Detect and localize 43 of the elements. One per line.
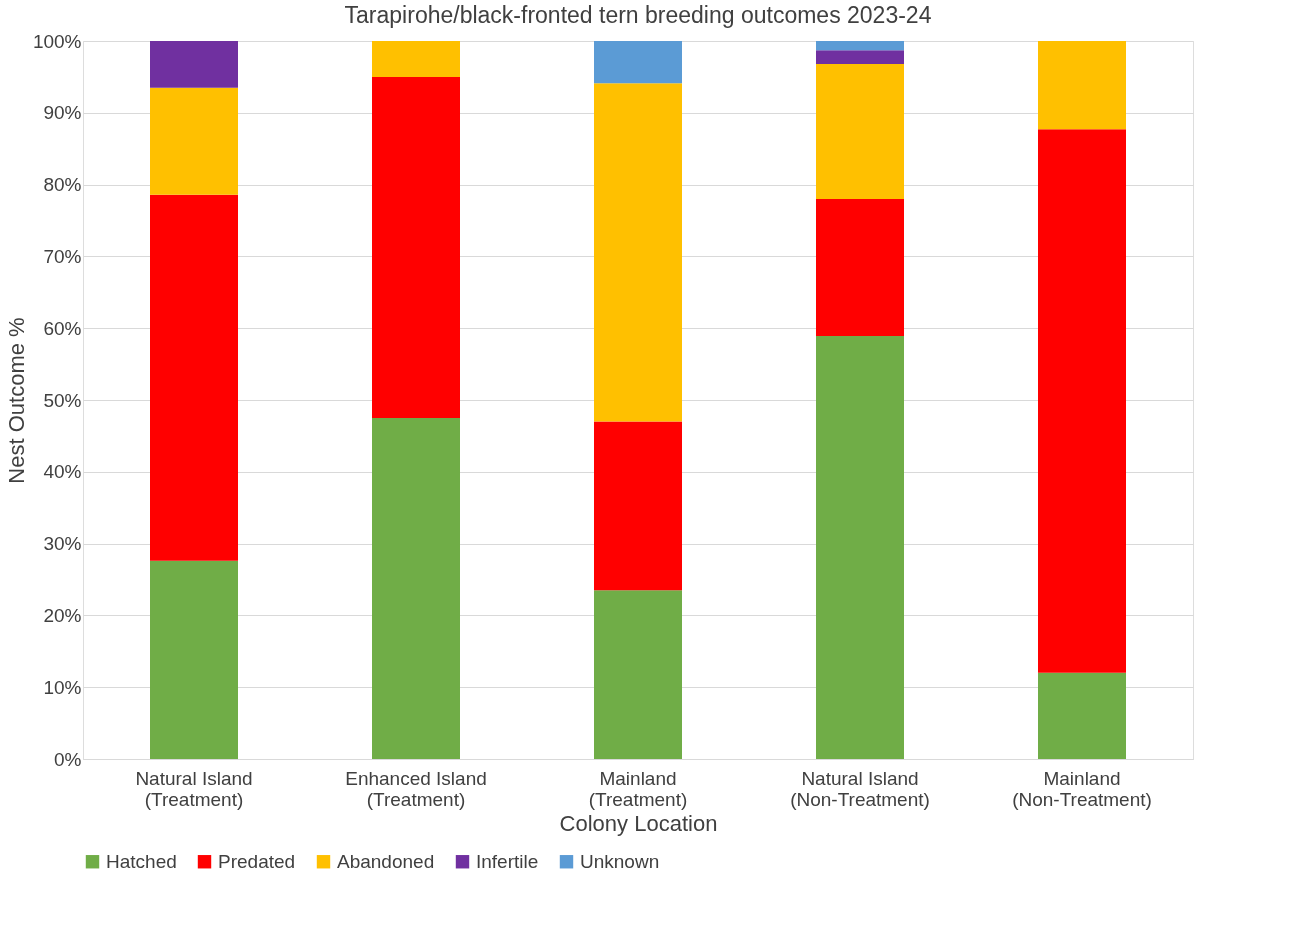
y-tick-label: 90%	[43, 102, 82, 124]
y-tick-label: 0%	[54, 748, 82, 770]
x-tick-label: Mainland (Non-Treatment)	[1012, 767, 1152, 810]
y-tick-label: 40%	[43, 461, 82, 483]
legend-label: Hatched	[106, 850, 177, 872]
x-tick-label: Enhanced Island (Treatment)	[345, 767, 487, 810]
bar	[372, 417, 460, 759]
x-tick-label: Natural Island (Non-Treatment)	[790, 767, 930, 810]
bar	[150, 194, 238, 561]
y-tick-label: 80%	[43, 174, 82, 196]
legend-label: Unknown	[580, 850, 660, 872]
bar	[816, 41, 904, 51]
legend-label: Abandoned	[337, 850, 435, 872]
y-tick-label: 70%	[43, 245, 82, 267]
bar	[816, 50, 904, 64]
bar	[372, 41, 460, 77]
bar	[816, 198, 904, 337]
bar	[594, 590, 682, 759]
chart-title: Tarapirohe/black-fronted tern breeding outcomes 2023-24	[344, 2, 932, 28]
bar	[1038, 41, 1126, 130]
bar	[594, 421, 682, 591]
bar	[1038, 672, 1126, 759]
y-tick-label: 30%	[43, 533, 82, 555]
bar	[372, 76, 460, 418]
y-axis-title: Nest Outcome %	[3, 317, 29, 484]
bar	[150, 87, 238, 195]
y-tick-label: 10%	[43, 676, 82, 698]
legend-label: Infertile	[476, 850, 539, 872]
bar	[150, 560, 238, 759]
x-tick-label: Mainland (Treatment)	[588, 767, 688, 810]
x-axis-title: Colony Location	[559, 810, 718, 836]
y-tick-label: 100%	[32, 30, 82, 52]
x-tick-label: Natural Island (Treatment)	[135, 767, 253, 810]
bar	[1038, 129, 1126, 673]
y-tick-label: 50%	[43, 389, 82, 411]
bar	[594, 41, 682, 84]
y-tick-label: 20%	[43, 604, 82, 626]
bar	[816, 336, 904, 759]
legend-label: Predated	[218, 850, 296, 872]
y-tick-label: 60%	[43, 317, 82, 339]
bar	[150, 41, 238, 88]
bar	[594, 83, 682, 422]
bar	[816, 63, 904, 199]
